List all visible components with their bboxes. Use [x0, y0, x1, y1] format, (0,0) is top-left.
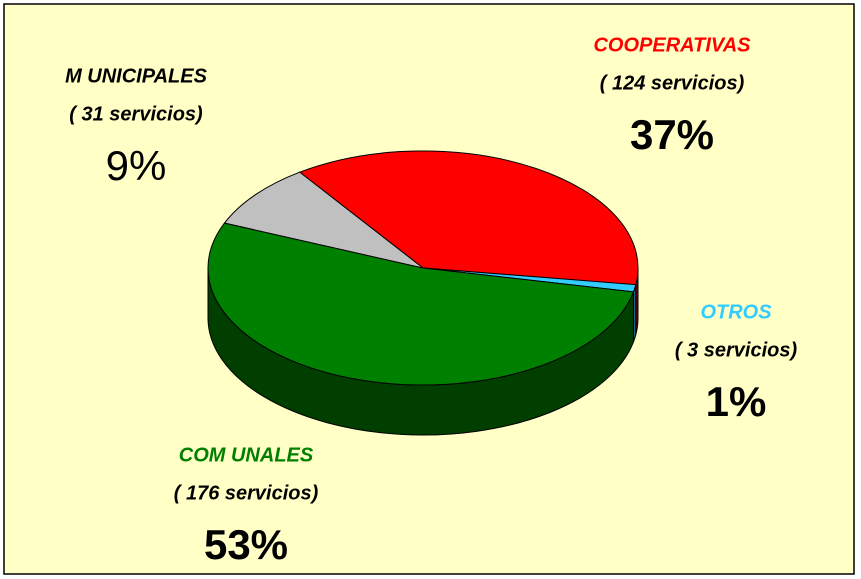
slice [223, 171, 424, 269]
slice [207, 222, 635, 386]
value-label: 9% [106, 142, 167, 189]
annotation: ( 176 servicios) [174, 482, 319, 504]
pie-tops [207, 150, 639, 386]
annotation: ( 124 servicios) [600, 72, 745, 94]
annotation: ( 3 servicios) [675, 339, 798, 361]
category-label: COM UNALES [179, 444, 314, 466]
category-label: OTROS [700, 301, 772, 323]
value-label: 53% [204, 521, 288, 568]
slice [298, 150, 639, 286]
category-label: M UNICIPALES [65, 65, 208, 87]
annotation: ( 31 servicios) [69, 103, 203, 125]
value-label: 1% [706, 378, 767, 425]
value-label: 37% [630, 111, 714, 158]
labels: COOPERATIVAS ( 124 servicios) 37% OTROS ( 3 … [65, 34, 797, 568]
category-label: COOPERATIVAS [593, 34, 751, 56]
